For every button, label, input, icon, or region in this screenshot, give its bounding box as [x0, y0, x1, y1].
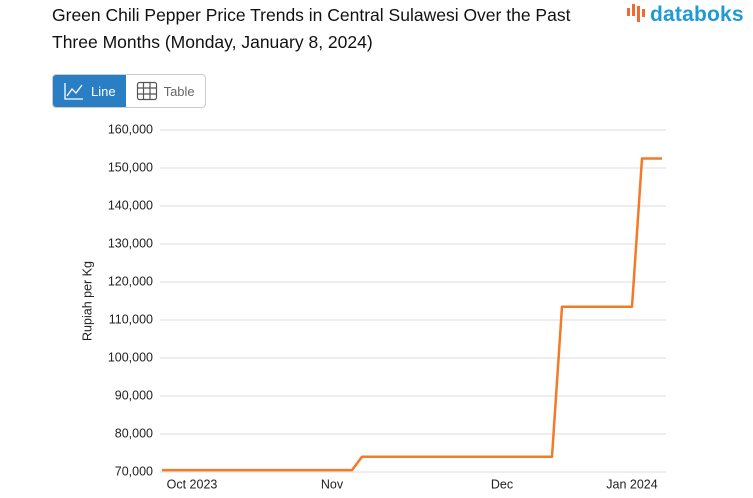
x-tick-label: Nov [321, 477, 344, 491]
y-tick-label: 110,000 [109, 312, 153, 326]
x-tick-label: Jan 2024 [606, 477, 657, 491]
table-button[interactable]: Table [126, 75, 205, 107]
x-tick-label: Oct 2023 [167, 477, 218, 491]
line-icon [64, 83, 83, 100]
table-icon [136, 81, 157, 101]
y-tick-label: 90,000 [115, 388, 153, 402]
y-tick-label: 120,000 [108, 274, 153, 288]
chart-title: Green Chili Pepper Price Trends in Centr… [52, 5, 571, 52]
price-line [162, 157, 662, 472]
x-tick-label: Dec [491, 477, 513, 491]
y-tick-label: 130,000 [108, 236, 153, 250]
y-tick-label: 140,000 [108, 198, 153, 212]
y-tick-label: 100,000 [108, 350, 153, 364]
y-tick-label: 160,000 [108, 122, 153, 136]
y-axis-label: Rupiah per Kg [80, 261, 94, 341]
button-label: Line [91, 83, 116, 99]
logo: databoks [626, 2, 744, 27]
y-tick-label: 150,000 [108, 160, 153, 174]
logo-icon [627, 4, 645, 22]
logo-text: databoks [650, 3, 744, 26]
line-button[interactable]: Line [53, 75, 126, 107]
view-toggle: Line Table [52, 74, 206, 108]
button-label: Table [163, 83, 195, 99]
y-tick-label: 70,000 [115, 464, 153, 478]
y-tick-label: 80,000 [115, 426, 153, 440]
